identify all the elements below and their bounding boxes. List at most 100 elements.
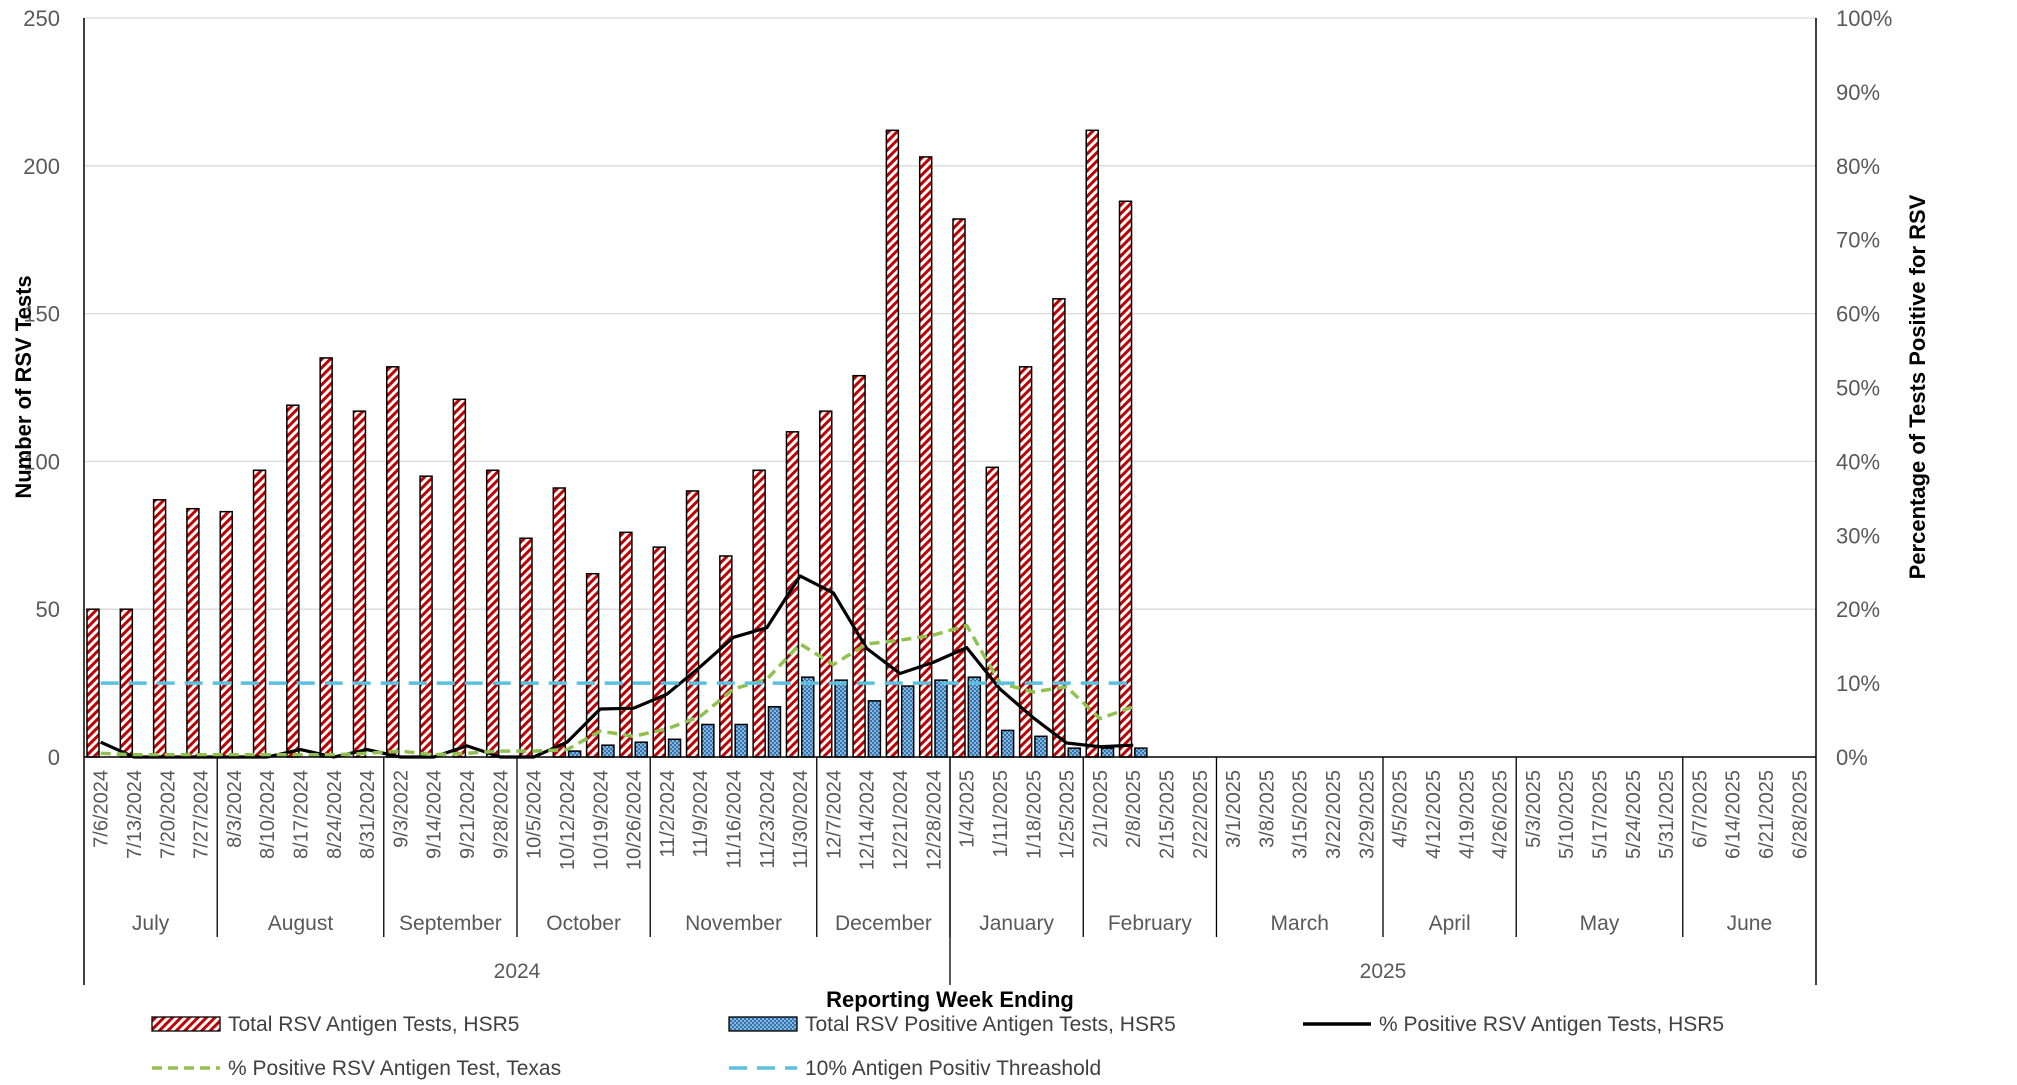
bar xyxy=(1000,729,1015,758)
bar xyxy=(567,750,582,758)
month-label: October xyxy=(546,912,621,935)
x-tick-label: 2/15/2025 xyxy=(1157,770,1179,859)
year-label: 2025 xyxy=(1360,960,1407,983)
bar xyxy=(667,738,682,758)
month-label: September xyxy=(399,912,502,935)
bar xyxy=(219,510,233,758)
bar xyxy=(985,466,1000,758)
month-label: January xyxy=(979,912,1054,935)
bar xyxy=(485,469,500,758)
x-tick-label: 5/24/2025 xyxy=(1623,770,1645,859)
x-tick-label: 12/7/2024 xyxy=(823,770,845,859)
bar xyxy=(152,499,167,758)
series-line xyxy=(100,574,1134,759)
bar xyxy=(952,218,966,758)
x-tick-label: 11/30/2024 xyxy=(790,770,812,869)
bar xyxy=(386,366,400,758)
x-tick-label: 12/21/2024 xyxy=(890,770,912,870)
legend-label: 10% Antigen Positiv Threashold xyxy=(805,1057,1101,1080)
x-tick-label: 4/26/2025 xyxy=(1490,770,1512,859)
x-tick-label: 5/31/2025 xyxy=(1656,770,1678,859)
lines xyxy=(100,574,1134,759)
bar xyxy=(634,741,648,758)
x-tick-label: 6/14/2025 xyxy=(1723,770,1745,859)
right-y-axis-title: Percentage of Tests Positive for RSV xyxy=(1905,194,1930,579)
x-tick-label: 11/9/2024 xyxy=(690,770,712,858)
x-tick-label: 6/21/2025 xyxy=(1756,770,1778,859)
x-tick-label: 1/25/2025 xyxy=(1057,770,1079,859)
bar xyxy=(867,700,882,758)
bar xyxy=(1100,747,1115,758)
month-label: February xyxy=(1108,912,1193,935)
bar xyxy=(967,676,982,758)
bar xyxy=(1018,366,1033,758)
x-tick-label: 7/27/2024 xyxy=(191,770,213,859)
x-tick-label: 10/12/2024 xyxy=(557,770,579,870)
month-label: March xyxy=(1271,912,1329,935)
x-tick-label: 2/22/2025 xyxy=(1190,770,1212,859)
gridlines xyxy=(84,17,1816,610)
year-label: 2024 xyxy=(494,960,541,983)
bar xyxy=(452,398,467,758)
legend-swatch xyxy=(151,1016,221,1032)
x-tick-label: 3/29/2025 xyxy=(1356,770,1378,859)
series-line xyxy=(100,623,1134,757)
month-label: June xyxy=(1727,912,1773,935)
x-tick-label: 12/28/2024 xyxy=(923,770,945,870)
right-y-tick-label: 50% xyxy=(1836,376,1880,401)
bar xyxy=(734,723,748,758)
axes: 0 50 100 150 200 250 0% 10% 20% 30% 40% 50% 60% 70% 80… xyxy=(23,6,1892,985)
right-y-tick-label: 80% xyxy=(1836,154,1880,179)
x-tick-label: 5/17/2025 xyxy=(1590,770,1612,859)
x-tick-label: 4/5/2025 xyxy=(1390,770,1412,848)
x-tick-label: 5/3/2025 xyxy=(1523,770,1545,848)
x-tick-label: 5/10/2025 xyxy=(1556,770,1578,859)
x-tick-label: 1/11/2025 xyxy=(990,770,1012,858)
x-tick-label: 2/8/2025 xyxy=(1123,770,1145,848)
x-tick-label: 3/15/2025 xyxy=(1290,770,1312,859)
bar xyxy=(319,357,333,758)
right-y-tick-label: 60% xyxy=(1836,302,1880,327)
x-tick-label: 1/4/2025 xyxy=(957,770,979,848)
right-y-tick-label: 100% xyxy=(1836,6,1892,31)
x-tick-label: 8/24/2024 xyxy=(324,770,346,859)
legend-label: % Positive RSV Antigen Test, Texas xyxy=(228,1057,561,1080)
x-tick-label: 11/16/2024 xyxy=(724,770,746,869)
x-tick-label: 1/18/2025 xyxy=(1023,770,1045,859)
bar xyxy=(801,676,815,758)
x-tick-label: 8/10/2024 xyxy=(257,770,279,859)
x-tick-label: 12/14/2024 xyxy=(857,770,879,870)
x-tick-label: 7/13/2024 xyxy=(124,770,146,859)
bar xyxy=(552,487,567,758)
bar xyxy=(834,679,848,758)
x-tick-label: 3/1/2025 xyxy=(1223,770,1245,848)
x-axis-title: Reporting Week Ending xyxy=(826,987,1074,1012)
x-tick-label: 10/19/2024 xyxy=(590,770,612,870)
left-y-tick-label: 0 xyxy=(48,745,60,770)
bar xyxy=(252,469,267,758)
bar xyxy=(585,572,600,758)
right-y-tick-label: 40% xyxy=(1836,449,1880,474)
bar xyxy=(719,555,733,758)
x-tick-label: 9/21/2024 xyxy=(457,770,479,859)
bar xyxy=(186,507,200,758)
x-tick-label: 9/28/2024 xyxy=(490,770,512,859)
bar xyxy=(601,744,615,758)
bars xyxy=(86,129,1148,758)
bar xyxy=(819,410,833,758)
month-label: December xyxy=(835,912,932,935)
legend-label: % Positive RSV Antigen Tests, HSR5 xyxy=(1379,1013,1724,1036)
month-label: May xyxy=(1580,912,1620,935)
x-tick-label: 8/3/2024 xyxy=(224,770,246,848)
right-y-tick-label: 30% xyxy=(1836,523,1880,548)
left-y-tick-label: 100 xyxy=(23,449,60,474)
legend-label: Total RSV Antigen Tests, HSR5 xyxy=(228,1013,519,1036)
left-y-tick-label: 250 xyxy=(23,6,60,31)
x-tick-label: 3/8/2025 xyxy=(1256,770,1278,848)
bar xyxy=(1067,747,1081,758)
x-tick-label: 6/28/2025 xyxy=(1789,770,1811,859)
left-y-axis-title: Number of RSV Tests xyxy=(11,275,36,498)
bar xyxy=(701,723,715,758)
